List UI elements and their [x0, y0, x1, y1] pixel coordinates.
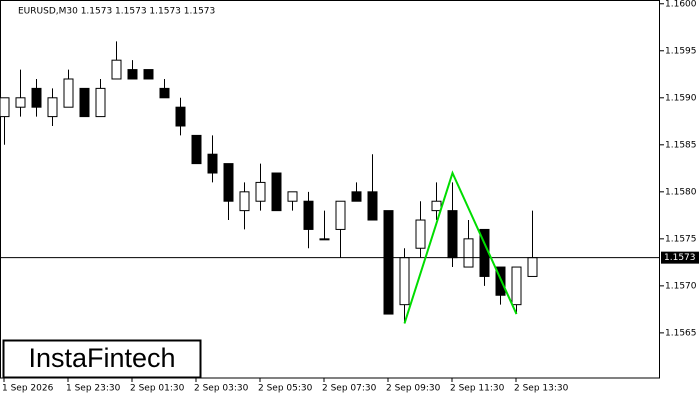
x-tick-label: 2 Sep 11:30	[450, 384, 505, 394]
candle-body	[47, 97, 58, 118]
x-tick-label: 2 Sep 05:30	[258, 384, 313, 394]
pattern-line	[403, 170, 518, 324]
candle-body	[351, 191, 362, 202]
candle-body	[527, 257, 538, 277]
x-tick-label: 2 Sep 09:30	[386, 384, 441, 394]
candle-body	[159, 87, 170, 99]
x-tick-label: 2 Sep 07:30	[322, 384, 377, 394]
x-tick-label: 2 Sep 03:30	[194, 384, 249, 394]
plot-frame	[0, 0, 660, 379]
last-price-box	[661, 251, 699, 264]
candle-body	[127, 69, 138, 80]
y-tick-label: 1.1590	[665, 93, 697, 103]
candle-body	[79, 87, 90, 118]
candle-body	[191, 134, 202, 165]
y-tick-label: 1.1575	[665, 234, 697, 244]
candle-body	[287, 191, 298, 202]
x-tick-label: 1 Sep 2026	[2, 384, 54, 394]
candle-body	[255, 181, 266, 202]
candle-body	[335, 200, 346, 230]
candle-body	[63, 78, 74, 108]
x-tick-label: 2 Sep 13:30	[514, 384, 569, 394]
candle-body	[207, 153, 218, 174]
y-tick-label: 1.1600	[665, 0, 697, 9]
logo-box	[2, 339, 202, 379]
candle-body	[511, 266, 522, 306]
y-tick-label: 1.1580	[665, 187, 697, 197]
candle-body	[111, 59, 122, 80]
candle-body	[383, 210, 394, 315]
y-tick-label: 1.1595	[665, 46, 697, 56]
last-price-label: 1.1573	[664, 253, 696, 263]
candle-body	[0, 97, 10, 118]
candle-body	[239, 191, 250, 212]
candle-body	[31, 87, 42, 108]
candle-body	[319, 238, 330, 241]
candle-body	[95, 87, 106, 118]
y-tick-label: 1.1565	[665, 328, 697, 338]
candle-body	[447, 210, 458, 259]
x-tick-label: 1 Sep 23:30	[66, 384, 121, 394]
candle-body	[223, 163, 234, 202]
candle-body	[271, 172, 282, 212]
y-tick-label: 1.1570	[665, 281, 697, 291]
candle-body	[399, 257, 410, 306]
chart-title: EURUSD,M30 1.1573 1.1573 1.1573 1.1573	[18, 7, 215, 17]
candle-body	[367, 191, 378, 221]
candle-body	[431, 200, 442, 212]
candle-body	[143, 69, 154, 80]
candle-body	[15, 97, 26, 108]
candle-body	[175, 106, 186, 127]
candle-body	[415, 219, 426, 249]
y-tick-label: 1.1585	[665, 140, 697, 150]
x-tick-label: 2 Sep 01:30	[130, 384, 185, 394]
candle-body	[303, 200, 314, 230]
candle-body	[463, 238, 474, 268]
logo: InstaFintech	[28, 343, 175, 373]
